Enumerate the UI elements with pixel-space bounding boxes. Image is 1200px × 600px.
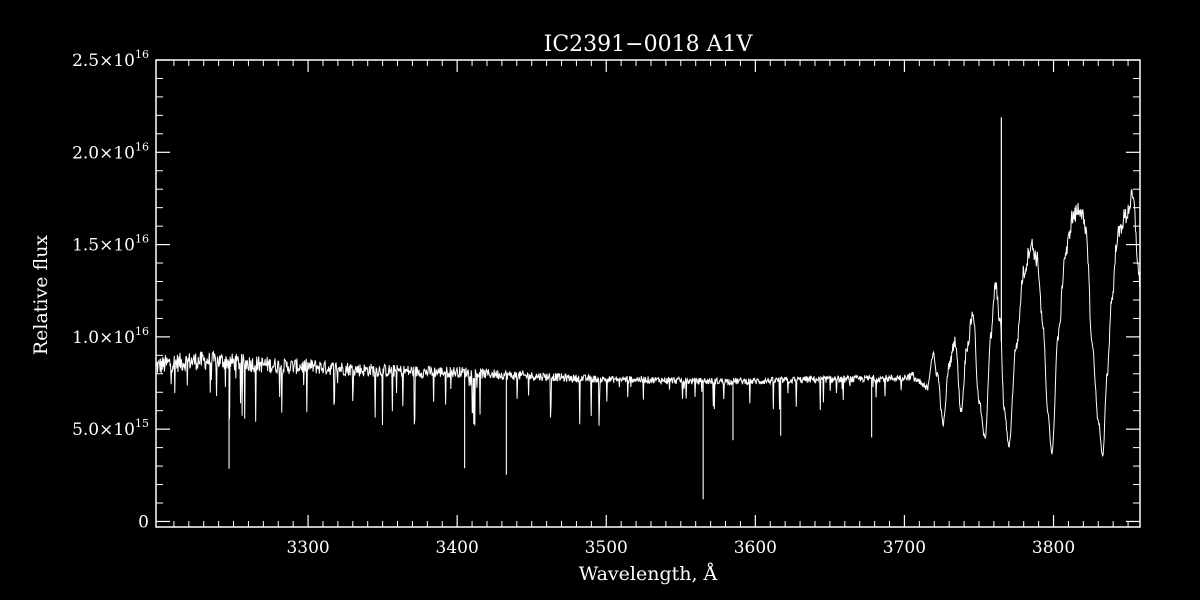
x-tick-label: 3300 xyxy=(286,538,329,558)
y-tick-exponent: 16 xyxy=(135,140,149,153)
y-tick-mantissa: 5.0×10 xyxy=(72,420,135,440)
x-tick-label: 3700 xyxy=(883,538,926,558)
y-tick-label: 1.5×1016 xyxy=(72,233,149,256)
plot-area xyxy=(155,117,1141,500)
y-tick-exponent: 15 xyxy=(135,417,149,430)
axis-ticks: 3300 3400 3500 3600 3700 380005.0×10151.0×101… xyxy=(72,48,1140,558)
y-tick-label: 5.0×1015 xyxy=(72,417,149,440)
y-tick-mantissa: 1.5×10 xyxy=(72,236,135,256)
y-tick-mantissa: 0 xyxy=(138,512,149,532)
x-axis-label: Wavelength, Å xyxy=(579,563,718,585)
spectrum-line xyxy=(155,188,1141,458)
y-tick-exponent: 16 xyxy=(135,48,149,61)
x-tick-label: 3600 xyxy=(734,538,777,558)
y-tick-label: 2.0×1016 xyxy=(72,140,149,163)
y-tick-label: 2.5×1016 xyxy=(72,48,149,71)
y-tick-exponent: 16 xyxy=(135,325,149,338)
x-tick-label: 3500 xyxy=(585,538,628,558)
x-tick-label: 3400 xyxy=(436,538,479,558)
chart-title: IC2391−0018 A1V xyxy=(544,32,754,57)
y-tick-label: 1.0×1016 xyxy=(72,325,149,348)
plot-frame xyxy=(155,59,1141,528)
y-tick-mantissa: 2.0×10 xyxy=(72,143,135,163)
y-tick-label: 0 xyxy=(138,512,149,532)
y-axis-label: Relative flux xyxy=(30,235,52,356)
x-tick-label: 3800 xyxy=(1032,538,1075,558)
y-tick-mantissa: 2.5×10 xyxy=(72,51,135,71)
y-tick-mantissa: 1.0×10 xyxy=(72,328,135,348)
y-tick-exponent: 16 xyxy=(135,233,149,246)
